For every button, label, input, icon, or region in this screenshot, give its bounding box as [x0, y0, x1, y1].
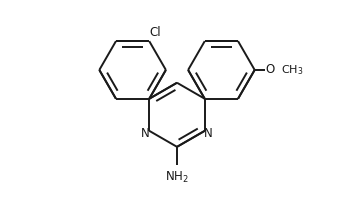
- Text: O: O: [266, 63, 275, 76]
- Text: CH$_3$: CH$_3$: [281, 63, 303, 77]
- Text: N: N: [141, 127, 150, 140]
- Text: N: N: [204, 127, 213, 140]
- Text: Cl: Cl: [150, 26, 161, 39]
- Text: NH$_2$: NH$_2$: [165, 170, 189, 185]
